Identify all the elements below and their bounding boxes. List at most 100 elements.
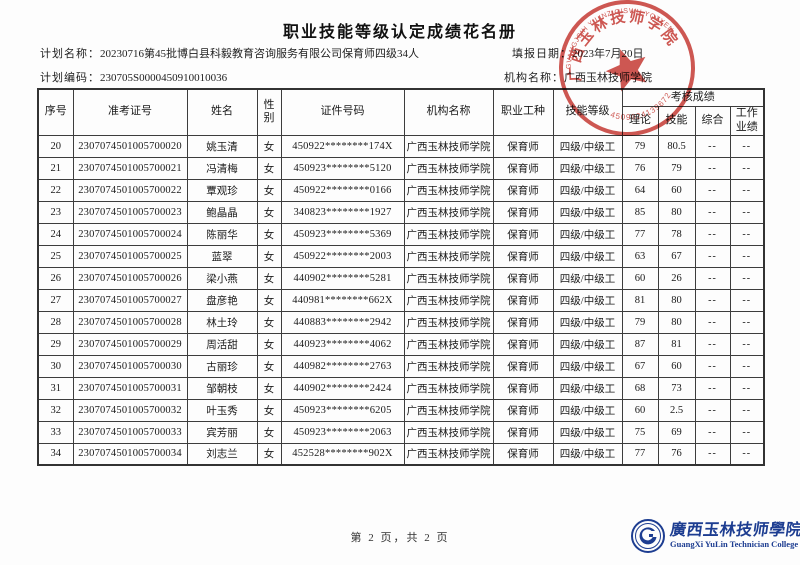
- table-row: 30 2307074501005700030 古丽珍女 440982********2…: [37, 354, 765, 378]
- plan-code-value: 230705S0000450910010036: [100, 72, 228, 84]
- college-name-cn: 廣西玉林技师學院: [668, 522, 800, 540]
- table-row: 33 2307074501005700033 宾芳丽女 450923********2…: [37, 420, 765, 444]
- cell-level: 四级/中级工: [552, 156, 623, 180]
- cell-gender: 女: [256, 354, 282, 378]
- cell-seq: 27: [37, 288, 74, 312]
- cell-theory: 75: [621, 420, 659, 444]
- cell-seq: 30: [37, 354, 74, 378]
- cell-skill: 67: [657, 244, 696, 268]
- cell-work: --: [729, 200, 765, 224]
- cell-comprehensive: --: [694, 376, 731, 400]
- cell-occupation: 保育师: [492, 442, 554, 466]
- cell-id: 340823********1927: [280, 200, 405, 224]
- cell-level: 四级/中级工: [552, 376, 623, 400]
- cell-ticket: 2307074501005700024: [72, 222, 188, 246]
- cell-skill: 26: [657, 266, 696, 290]
- cell-occupation: 保育师: [492, 332, 554, 356]
- cell-skill: 60: [657, 178, 696, 202]
- cell-comprehensive: --: [694, 266, 731, 290]
- cell-org: 广西玉林技师学院: [403, 354, 494, 378]
- cell-occupation: 保育师: [492, 398, 554, 422]
- org-name-value: 广西玉林技师学院: [564, 72, 652, 84]
- cell-work: --: [729, 398, 765, 422]
- cell-seq: 23: [37, 200, 74, 224]
- cell-name: 林土玲: [186, 310, 258, 334]
- cell-level: 四级/中级工: [552, 244, 623, 268]
- table-row: 24 2307074501005700024 陈丽华女 450923********5…: [37, 222, 765, 246]
- col-header-seq: 序号: [37, 88, 74, 136]
- cell-org: 广西玉林技师学院: [403, 200, 494, 224]
- col-header-work: 工作业绩: [729, 105, 765, 136]
- col-header-theory: 理论: [621, 105, 659, 136]
- cell-gender: 女: [256, 398, 282, 422]
- cell-theory: 85: [621, 200, 659, 224]
- cell-skill: 81: [657, 332, 696, 356]
- cell-org: 广西玉林技师学院: [403, 222, 494, 246]
- fill-date-label: 填报日期：: [512, 48, 572, 60]
- cell-gender: 女: [256, 310, 282, 334]
- cell-level: 四级/中级工: [552, 442, 623, 466]
- cell-gender: 女: [256, 178, 282, 202]
- table-row: 31 2307074501005700031 邹朝枝女 440902********2…: [37, 376, 765, 400]
- org-name-label: 机构名称：: [504, 72, 564, 84]
- cell-skill: 80: [657, 310, 696, 334]
- cell-gender: 女: [256, 442, 282, 466]
- table-row: 25 2307074501005700025 蓝翠女 450922********20…: [37, 244, 765, 268]
- cell-level: 四级/中级工: [552, 420, 623, 444]
- cell-skill: 80.5: [657, 134, 696, 158]
- cell-comprehensive: --: [694, 134, 731, 158]
- cell-org: 广西玉林技师学院: [403, 310, 494, 334]
- cell-org: 广西玉林技师学院: [403, 398, 494, 422]
- cell-gender: 女: [256, 222, 282, 246]
- cell-occupation: 保育师: [492, 222, 554, 246]
- col-header-occupation: 职业工种: [492, 88, 554, 136]
- cell-seq: 34: [37, 442, 74, 466]
- cell-theory: 79: [621, 310, 659, 334]
- table-row: 29 2307074501005700029 周活甜女 440923********4…: [37, 332, 765, 356]
- cell-work: --: [729, 266, 765, 290]
- cell-name: 梁小燕: [186, 266, 258, 290]
- cell-occupation: 保育师: [492, 310, 554, 334]
- cell-comprehensive: --: [694, 178, 731, 202]
- cell-level: 四级/中级工: [552, 134, 623, 158]
- cell-seq: 28: [37, 310, 74, 334]
- cell-skill: 79: [657, 156, 696, 180]
- cell-seq: 22: [37, 178, 74, 202]
- page-number: 第 2 页，共 2 页: [350, 532, 450, 544]
- cell-work: --: [729, 442, 765, 466]
- cell-work: --: [729, 244, 765, 268]
- cell-gender: 女: [256, 156, 282, 180]
- cell-gender: 女: [256, 332, 282, 356]
- cell-id: 450922********174X: [280, 134, 405, 158]
- cell-comprehensive: --: [694, 442, 731, 466]
- cell-ticket: 2307074501005700020: [72, 134, 188, 158]
- col-header-ticket: 准考证号: [72, 88, 188, 136]
- cell-id: 440883********2942: [280, 310, 405, 334]
- cell-occupation: 保育师: [492, 134, 554, 158]
- cell-comprehensive: --: [694, 156, 731, 180]
- cell-work: --: [729, 222, 765, 246]
- cell-gender: 女: [256, 134, 282, 158]
- cell-theory: 63: [621, 244, 659, 268]
- cell-org: 广西玉林技师学院: [403, 134, 494, 158]
- cell-id: 450923********2063: [280, 420, 405, 444]
- cell-org: 广西玉林技师学院: [403, 376, 494, 400]
- cell-ticket: 2307074501005700032: [72, 398, 188, 422]
- cell-occupation: 保育师: [492, 178, 554, 202]
- cell-occupation: 保育师: [492, 266, 554, 290]
- cell-theory: 68: [621, 376, 659, 400]
- cell-id: 440982********2763: [280, 354, 405, 378]
- table-row: 32 2307074501005700032 叶玉秀女 450923********6…: [37, 398, 765, 422]
- table-row: 27 2307074501005700027 盘彦艳女 440981********6…: [37, 288, 765, 312]
- cell-name: 陈丽华: [186, 222, 258, 246]
- cell-comprehensive: --: [694, 354, 731, 378]
- cell-id: 440902********5281: [280, 266, 405, 290]
- cell-theory: 77: [621, 442, 659, 466]
- college-logo: 廣西玉林技师學院 GuangXi YuLin Technician Colleg…: [630, 513, 800, 559]
- cell-work: --: [729, 310, 765, 334]
- cell-id: 452528********902X: [280, 442, 405, 466]
- cell-work: --: [729, 420, 765, 444]
- cell-level: 四级/中级工: [552, 354, 623, 378]
- cell-name: 覃观珍: [186, 178, 258, 202]
- cell-comprehensive: --: [694, 222, 731, 246]
